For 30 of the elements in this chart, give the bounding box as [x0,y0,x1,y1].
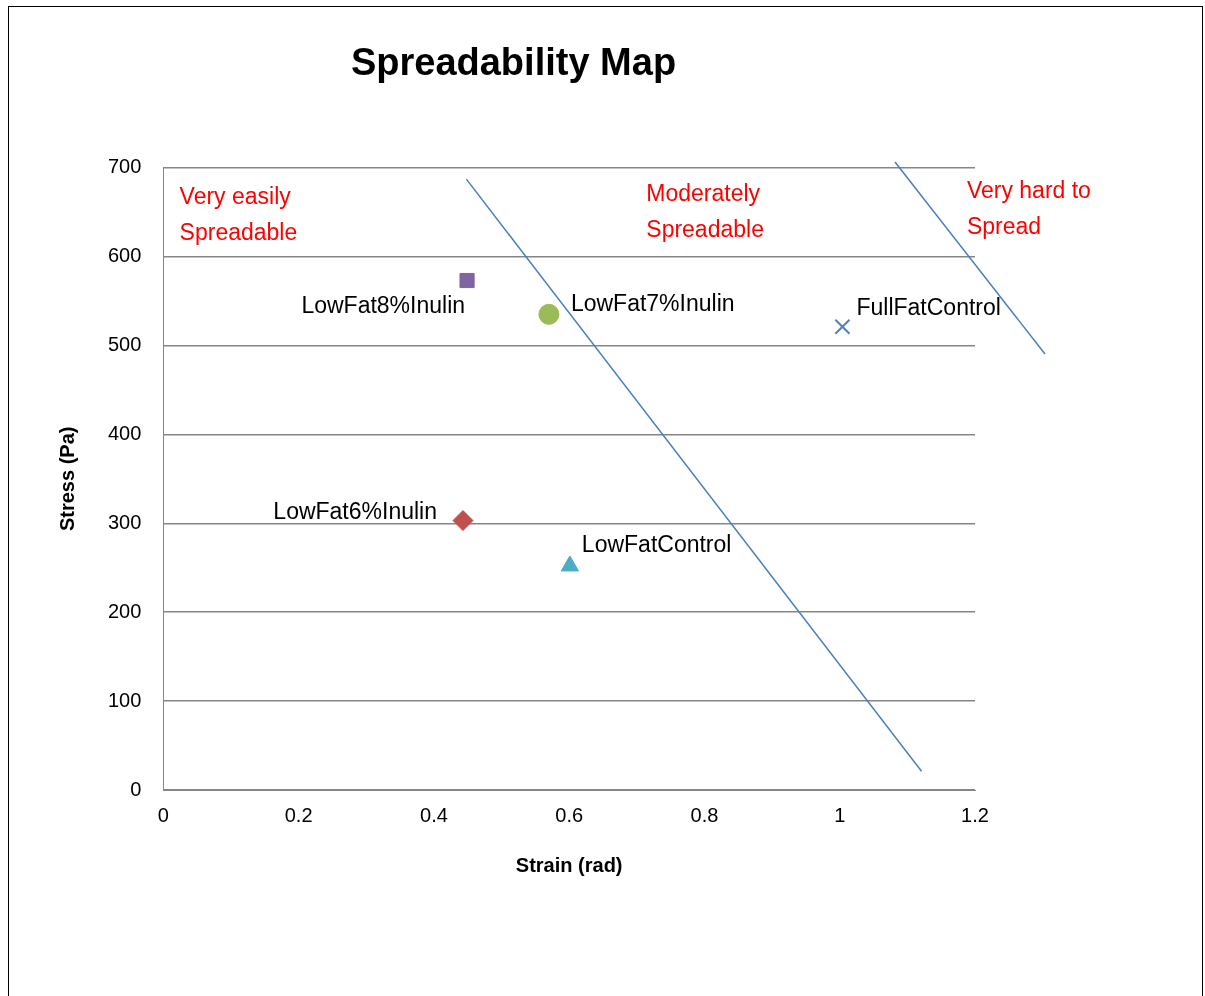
x-tick-label: 1 [834,803,846,826]
y-tick-label: 400 [107,421,142,444]
annotation: Moderately Spreadable [646,180,764,242]
series-label: LowFat7%Inulin [570,289,735,316]
x-axis-title: Strain (rad) [515,853,623,876]
annotation: Very hard to Spread [966,176,1091,239]
y-tick-label: 300 [107,510,142,533]
series-label: LowFat6%Inulin [273,497,437,524]
y-tick-label: 500 [107,332,142,355]
x-tick-label: 0.4 [420,803,448,826]
chart-title: Spreadability Map [350,41,677,84]
series-label: LowFat8%Inulin [301,291,466,318]
point [538,303,560,325]
point [834,318,851,335]
annotation: Very easily Spreadable [179,183,298,246]
y-tick-label: 100 [107,688,142,711]
x-tick-label: 0.8 [690,803,719,826]
x-tick-label: 0 [157,803,169,826]
y-tick-label: 0 [130,777,142,800]
point [459,272,475,289]
y-axis-title: Stress (Pa) [55,426,78,532]
x-tick-label: 1.2 [961,803,989,826]
series-label: FullFatControl [856,294,1001,321]
y-tick-label: 600 [107,244,142,267]
x-tick-label: 0.2 [284,803,313,826]
series-label: LowFatControl [581,531,732,558]
point [560,555,580,572]
y-tick-label: 700 [107,155,142,178]
y-tick-label: 200 [107,599,142,622]
x-tick-label: 0.6 [555,803,584,826]
